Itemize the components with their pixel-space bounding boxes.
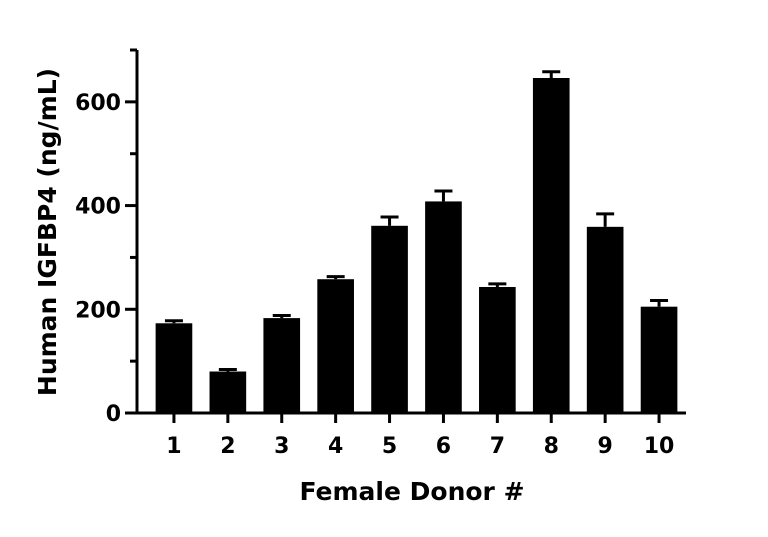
x-tick-label: 3 bbox=[274, 434, 289, 459]
bar bbox=[640, 306, 678, 413]
bar bbox=[425, 201, 462, 413]
y-tick-label: 400 bbox=[75, 195, 121, 220]
y-ticks-layer: 0 200 400 600 bbox=[75, 48, 137, 427]
x-tick-label: 1 bbox=[166, 434, 181, 459]
x-tick-label: 8 bbox=[544, 434, 559, 459]
bar bbox=[479, 286, 516, 413]
bar bbox=[371, 225, 408, 413]
y-tick-label: 200 bbox=[75, 298, 121, 323]
bar bbox=[263, 318, 301, 413]
bars-layer bbox=[155, 78, 678, 413]
x-tick-label: 9 bbox=[597, 434, 612, 459]
bar bbox=[586, 226, 624, 413]
x-tick-label: 6 bbox=[436, 434, 451, 459]
x-tick-label: 7 bbox=[490, 434, 505, 459]
y-tick-label: 0 bbox=[106, 402, 121, 427]
bar bbox=[209, 371, 247, 413]
bar bbox=[317, 279, 354, 413]
bar bbox=[155, 323, 193, 413]
bar bbox=[532, 78, 570, 413]
x-axis-title: Female Donor # bbox=[299, 477, 524, 506]
y-tick-label: 600 bbox=[75, 91, 121, 116]
x-tick-label: 2 bbox=[220, 434, 235, 459]
x-ticks-layer: 1 2 3 4 5 6 7 8 9 10 bbox=[166, 413, 674, 459]
error-bars-layer bbox=[164, 70, 669, 372]
y-axis-title: Human IGFBP4 (ng/mL) bbox=[33, 68, 62, 396]
x-tick-label: 10 bbox=[644, 434, 675, 459]
x-tick-label: 4 bbox=[328, 434, 343, 459]
x-tick-label: 5 bbox=[382, 434, 397, 459]
